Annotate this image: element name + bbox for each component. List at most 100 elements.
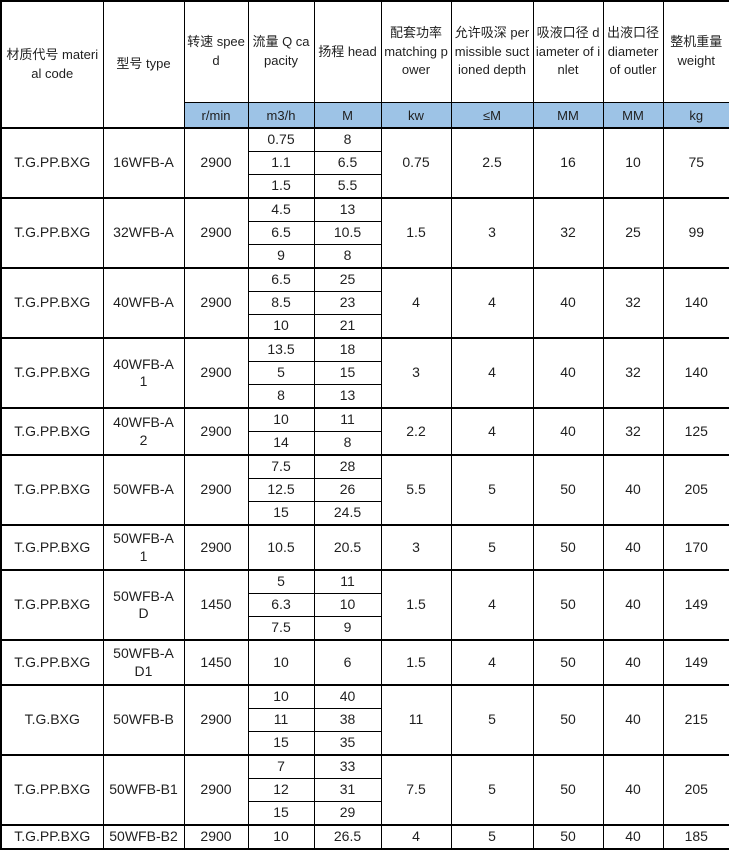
weight-cell: 205: [662, 454, 729, 526]
weight-cell: 149: [662, 639, 729, 686]
head-cell: 28: [313, 454, 382, 479]
weight-cell: 125: [662, 407, 729, 456]
speed-cell: 2900: [183, 127, 249, 199]
head-cell: 38: [313, 708, 382, 732]
capacity-cell: 12.5: [247, 478, 315, 502]
material-code-cell: T.G.PP.BXG: [0, 524, 104, 571]
material-code-cell: T.G.PP.BXG: [0, 197, 104, 269]
inlet-diameter-cell: 50: [532, 524, 604, 571]
type-cell: 16WFB-A: [102, 127, 185, 199]
capacity-cell: 4.5: [247, 197, 315, 222]
material-code-cell: T.G.PP.BXG: [0, 267, 104, 339]
table-row: 5 15: [1, 361, 729, 385]
head-cell: 40: [313, 684, 382, 709]
head-cell: 20.5: [313, 524, 382, 571]
head-cell: 13: [313, 384, 382, 409]
suction-depth-cell: 2.5: [450, 127, 534, 199]
matching-power-cell: 4: [380, 824, 452, 850]
unit-weight: kg: [662, 102, 729, 129]
weight-cell: 75: [662, 127, 729, 199]
outlet-diameter-cell: 40: [602, 684, 664, 756]
unit-head: M: [313, 102, 382, 129]
suction-depth-cell: 5: [450, 684, 534, 756]
outlet-diameter-cell: 40: [602, 454, 664, 526]
material-code-cell: T.G.BXG: [0, 684, 104, 756]
matching-power-cell: 4: [380, 267, 452, 339]
speed-cell: 2900: [183, 754, 249, 826]
weight-cell: 205: [662, 754, 729, 826]
col-header-weight: 整机重量 weight: [662, 0, 729, 103]
table-header: 材质代号 material code 型号 type 转速 speed 流量 Q…: [0, 0, 729, 129]
unit-speed: r/min: [183, 102, 249, 129]
head-cell: 9: [313, 616, 382, 641]
unit-inlet-diameter: MM: [532, 102, 604, 129]
inlet-diameter-cell: 50: [532, 454, 604, 526]
capacity-cell: 10: [247, 684, 315, 709]
weight-cell: 215: [662, 684, 729, 756]
head-cell: 6: [313, 639, 382, 686]
speed-cell: 2900: [183, 454, 249, 526]
suction-depth-cell: 5: [450, 454, 534, 526]
capacity-cell: 10.5: [247, 524, 315, 571]
table-row: 6.5 10.5: [1, 221, 729, 245]
type-cell: 50WFB-A D1: [102, 639, 185, 686]
matching-power-cell: 5.5: [380, 454, 452, 526]
suction-depth-cell: 4: [450, 569, 534, 641]
inlet-diameter-cell: 40: [532, 407, 604, 456]
head-cell: 35: [313, 731, 382, 756]
type-cell: 50WFB-A 1: [102, 524, 185, 571]
col-header-capacity: 流量 Q capacity: [247, 0, 315, 103]
speed-cell: 2900: [183, 407, 249, 456]
col-header-suction-depth: 允许吸深 permissible suctioned depth: [450, 0, 534, 103]
type-cell: 40WFB-A: [102, 267, 185, 339]
weight-cell: 99: [662, 197, 729, 269]
table-row: 15 35: [1, 731, 729, 756]
capacity-cell: 15: [247, 801, 315, 826]
table-row: T.G.PP.BXG 50WFB-A 1 2900 10.5 20.5 3 5 50 40 170: [0, 524, 729, 571]
table-row: 6.3 10: [1, 593, 729, 617]
material-code-cell: T.G.PP.BXG: [0, 824, 104, 850]
matching-power-cell: 3: [380, 524, 452, 571]
head-cell: 8: [313, 431, 382, 456]
table-row: T.G.PP.BXG 40WFB-A 1 2900 13.5 18 3 4 40 32 140: [0, 337, 729, 409]
suction-depth-cell: 3: [450, 197, 534, 269]
outlet-diameter-cell: 25: [602, 197, 664, 269]
material-code-cell: T.G.PP.BXG: [0, 454, 104, 526]
head-cell: 29: [313, 801, 382, 826]
speed-cell: 2900: [183, 337, 249, 409]
capacity-cell: 7.5: [247, 616, 315, 641]
capacity-cell: 1.1: [247, 151, 315, 175]
table-row: T.G.PP.BXG 50WFB-A D1 1450 10 6 1.5 4 50 40 149: [0, 639, 729, 686]
table-row: 15 24.5: [1, 501, 729, 526]
suction-depth-cell: 5: [450, 824, 534, 850]
head-cell: 26.5: [313, 824, 382, 850]
table-row: 7.5 9: [1, 616, 729, 641]
head-cell: 8: [313, 244, 382, 269]
head-cell: 5.5: [313, 174, 382, 199]
head-cell: 10.5: [313, 221, 382, 245]
table-row: 14 8: [1, 431, 729, 456]
speed-cell: 1450: [183, 639, 249, 686]
col-header-inlet-diameter: 吸液口径 diameter of inlet: [532, 0, 604, 103]
col-header-matching-power: 配套功率 matching power: [380, 0, 452, 103]
speed-cell: 2900: [183, 524, 249, 571]
matching-power-cell: 1.5: [380, 639, 452, 686]
head-cell: 11: [313, 569, 382, 594]
table-row: T.G.PP.BXG 50WFB-A 2900 7.5 28 5.5 5 50 40 205: [0, 454, 729, 526]
matching-power-cell: 3: [380, 337, 452, 409]
suction-depth-cell: 4: [450, 407, 534, 456]
capacity-cell: 8: [247, 384, 315, 409]
type-cell: 50WFB-B2: [102, 824, 185, 850]
speed-cell: 2900: [183, 684, 249, 756]
type-cell: 50WFB-B: [102, 684, 185, 756]
capacity-cell: 10: [247, 407, 315, 432]
capacity-cell: 6.5: [247, 267, 315, 292]
capacity-cell: 7.5: [247, 454, 315, 479]
capacity-cell: 12: [247, 778, 315, 802]
material-code-cell: T.G.PP.BXG: [0, 754, 104, 826]
suction-depth-cell: 4: [450, 639, 534, 686]
table-row: T.G.PP.BXG 16WFB-A 2900 0.75 8 0.75 2.5 16 10 75: [0, 127, 729, 199]
capacity-cell: 14: [247, 431, 315, 456]
units-row: r/min m3/h M kw ≤M MM MM kg: [1, 102, 729, 129]
outlet-diameter-cell: 40: [602, 639, 664, 686]
